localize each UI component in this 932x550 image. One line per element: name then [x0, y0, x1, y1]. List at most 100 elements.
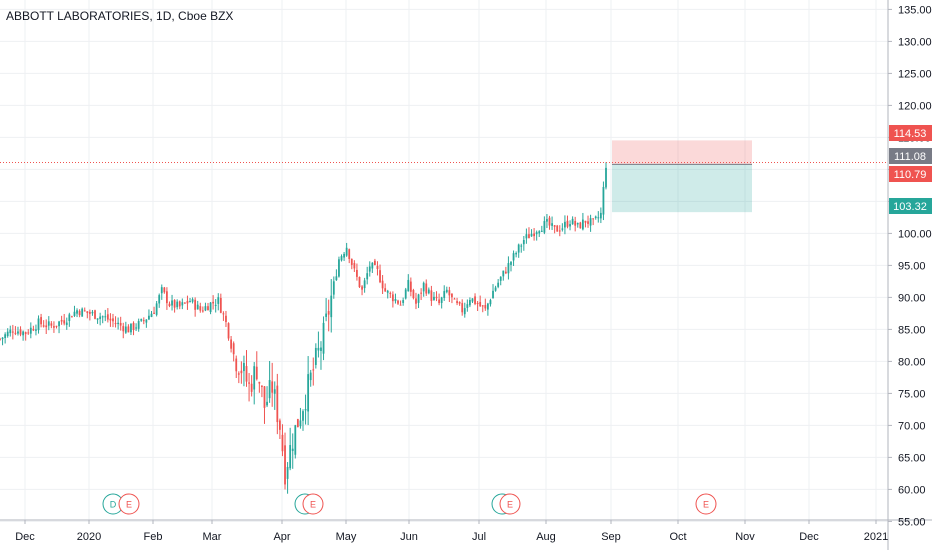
- candle-body: [199, 306, 202, 311]
- candle-body: [150, 313, 153, 317]
- candle-body: [45, 325, 48, 328]
- candle-body: [222, 313, 225, 315]
- price-tick-label: 130.00: [898, 36, 932, 48]
- candle-body: [412, 290, 415, 299]
- candle-body: [163, 287, 166, 293]
- candle-body: [68, 314, 71, 322]
- candle-body: [540, 230, 543, 232]
- last-price-tag: 111.08: [889, 148, 932, 164]
- candle-body: [135, 327, 137, 329]
- entry-price-tag: 110.79: [889, 166, 932, 182]
- candle-body: [504, 271, 507, 274]
- candle-body: [232, 343, 235, 355]
- candle-body: [548, 217, 551, 226]
- candle-body: [528, 234, 530, 239]
- candle-body: [551, 223, 553, 226]
- candle-body: [368, 266, 371, 272]
- candle-body: [335, 276, 338, 281]
- candle-body: [530, 233, 533, 237]
- time-tick-label: 2021: [864, 531, 888, 543]
- candle-body: [320, 347, 322, 351]
- time-tick-label: Oct: [669, 531, 686, 543]
- candle-body: [366, 273, 369, 280]
- candle-body: [217, 297, 220, 304]
- candle-body: [327, 311, 330, 315]
- candle-body: [415, 298, 417, 304]
- candle-body: [312, 369, 315, 371]
- candle-body: [581, 219, 584, 230]
- candle-body: [148, 315, 150, 320]
- candle-body: [104, 316, 107, 318]
- candle-body: [153, 312, 155, 314]
- candle-body: [258, 381, 261, 384]
- price-tick-label: 90.00: [898, 292, 926, 304]
- candle-body: [553, 225, 556, 227]
- candle-body: [261, 385, 263, 387]
- time-tick-label: Aug: [536, 531, 556, 543]
- candle-body: [112, 318, 114, 322]
- candle-body: [373, 260, 376, 265]
- candle-body: [494, 287, 497, 291]
- candle-body: [263, 386, 266, 408]
- candle-body: [142, 320, 145, 322]
- candle-body: [225, 315, 227, 323]
- candle-body: [492, 290, 494, 299]
- candle-body: [533, 233, 536, 237]
- candle-body: [204, 306, 207, 311]
- candle-body: [330, 295, 333, 318]
- candle-body: [81, 308, 84, 317]
- candle-body: [512, 253, 515, 261]
- price-tick-label: 55.00: [898, 516, 926, 528]
- candle-body: [558, 230, 561, 232]
- stop-price-tag: 114.53: [889, 125, 932, 141]
- candle-body: [55, 325, 58, 327]
- chart-title: ABBOTT LABORATORIES, 1D, Cboe BZX: [6, 9, 234, 23]
- earnings-marker: E: [695, 493, 717, 515]
- price-tick-label: 120.00: [898, 100, 932, 112]
- candle-body: [427, 289, 430, 294]
- candle-body: [245, 366, 248, 382]
- candle-body: [127, 326, 130, 333]
- candle-body: [309, 372, 312, 381]
- price-tick-label: 85.00: [898, 324, 926, 336]
- candle-body: [435, 296, 438, 299]
- svg-text:111.08: 111.08: [894, 151, 926, 163]
- candle-body: [70, 316, 73, 318]
- candle-body: [566, 220, 569, 227]
- candle-body: [230, 339, 233, 349]
- candle-body: [399, 304, 402, 306]
- candle-body: [299, 420, 302, 427]
- price-tick-label: 125.00: [898, 68, 932, 80]
- candle-body: [255, 366, 258, 380]
- candle-body: [296, 419, 299, 428]
- candle-body: [4, 334, 7, 339]
- candle-body: [522, 240, 525, 245]
- candle-body: [386, 290, 389, 293]
- candle-body: [166, 291, 168, 304]
- candle-body: [155, 303, 158, 315]
- candle-body: [363, 280, 366, 289]
- candle-body: [248, 382, 250, 384]
- candle-body: [60, 319, 63, 322]
- candle-body: [361, 286, 363, 290]
- candle-body: [178, 301, 181, 307]
- time-tick-label: Apr: [273, 531, 290, 543]
- candle-body: [564, 221, 566, 228]
- earnings-marker: E: [302, 493, 324, 515]
- candle-body: [543, 221, 546, 233]
- candle-body: [250, 383, 253, 392]
- candle-body: [471, 298, 474, 302]
- candle-body: [183, 302, 186, 304]
- candle-body: [589, 218, 592, 226]
- candle-body: [515, 253, 518, 255]
- candle-body: [317, 347, 320, 351]
- candle-body: [345, 247, 348, 256]
- candle-body: [602, 186, 605, 215]
- svg-text:103.32: 103.32: [893, 201, 927, 213]
- price-tick-label: 100.00: [898, 228, 932, 240]
- candle-body: [0, 338, 1, 340]
- candle-body: [124, 326, 127, 333]
- candle-body: [14, 332, 17, 334]
- candle-body: [358, 276, 361, 288]
